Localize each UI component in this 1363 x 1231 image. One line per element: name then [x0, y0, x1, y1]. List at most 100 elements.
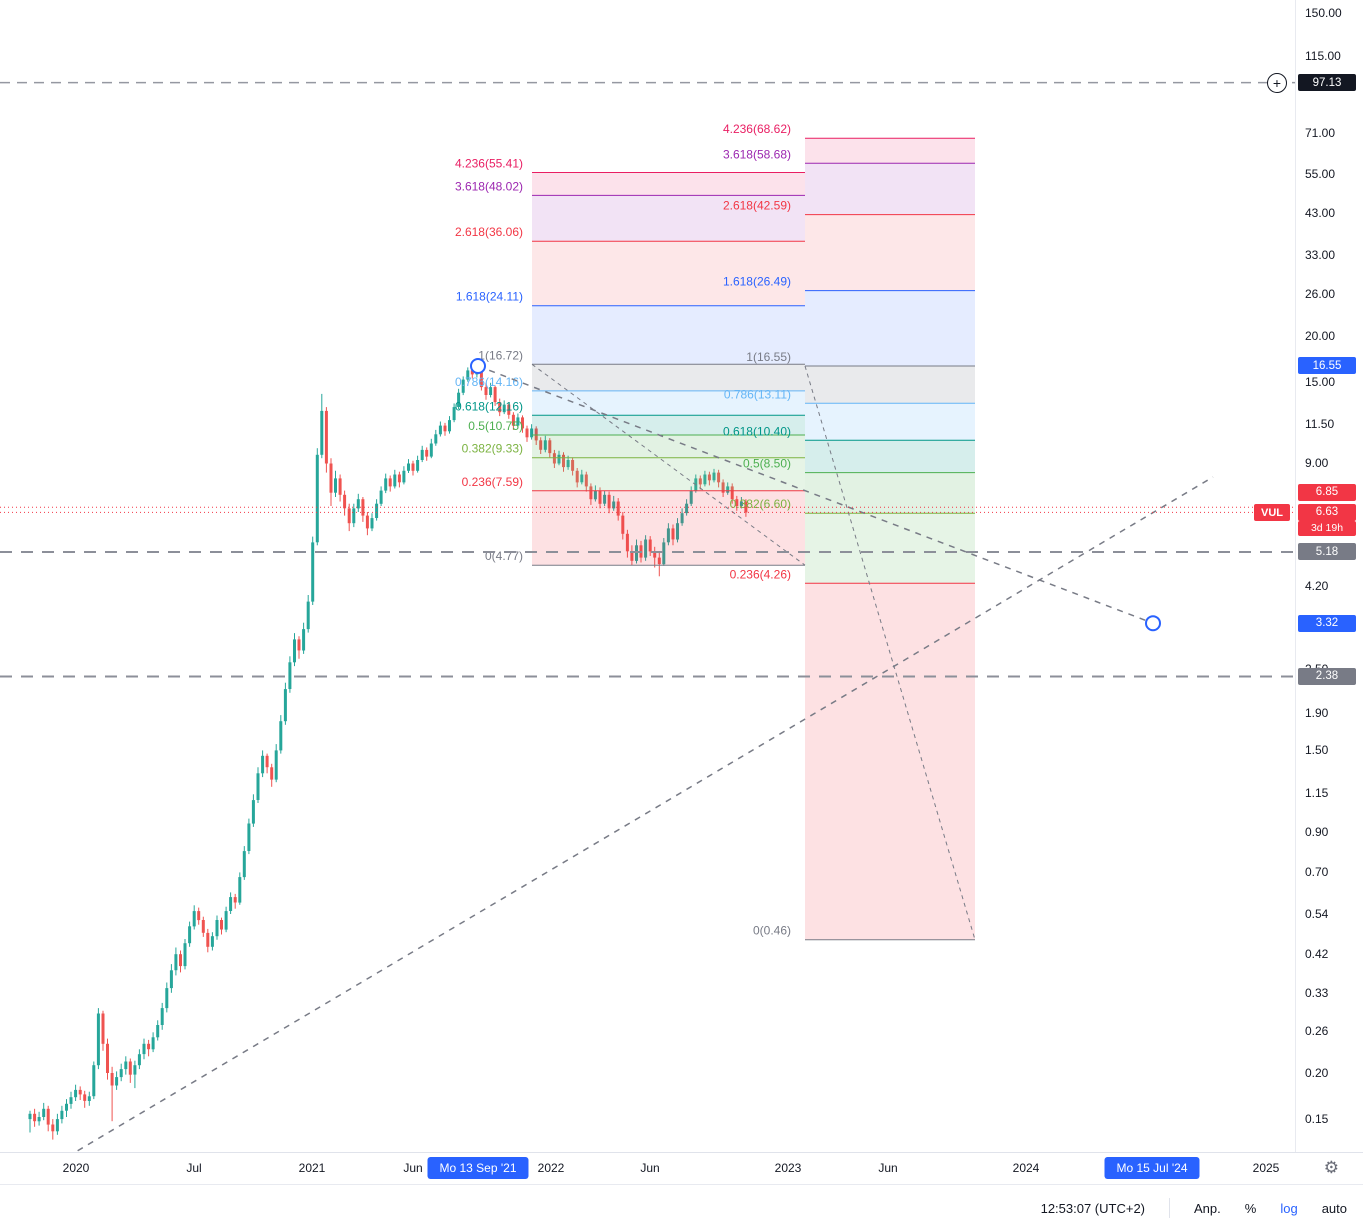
candle-body	[261, 755, 265, 774]
candle-body	[726, 486, 730, 493]
fib-level-label: 1(16.55)	[746, 350, 791, 364]
candle-body	[220, 920, 223, 930]
clock[interactable]: 12:53:07 (UTC+2)	[1040, 1200, 1146, 1216]
fib2-anchor-line[interactable]	[804, 365, 976, 940]
price-tick: 0.20	[1305, 1066, 1329, 1081]
fib-level-label: 2.618(42.59)	[723, 199, 791, 213]
add-alert-button[interactable]: +	[1267, 72, 1287, 93]
fib-level-label: 0.236(4.26)	[730, 567, 791, 581]
candle-body	[96, 1013, 100, 1066]
price-tick: 0.54	[1305, 906, 1329, 921]
candle-body	[493, 387, 497, 403]
candle-body	[265, 755, 269, 768]
candle-body	[256, 773, 260, 800]
candle-body	[612, 501, 616, 509]
alert-price-badge: 6.85	[1298, 483, 1356, 501]
candle-body	[142, 1043, 146, 1055]
candle-body	[65, 1103, 68, 1111]
chart-plot[interactable]: 4.236(55.41) 3.618(48.02) 2.618(36.06) 1.61…	[0, 0, 1295, 1152]
trendline-main-selected[interactable]	[477, 365, 1154, 624]
chart-canvas[interactable]: 4.236(55.41) 3.618(48.02) 2.618(36.06) 1.61…	[0, 0, 1295, 1152]
statusbar-button-anp[interactable]: Anp.	[1194, 1200, 1221, 1216]
statusbar-button-log[interactable]: log	[1280, 1200, 1298, 1216]
fib-level-label: 0.618(10.40)	[723, 424, 791, 438]
candle-body	[397, 474, 401, 483]
candle-body	[74, 1089, 78, 1098]
candle-body	[42, 1108, 46, 1117]
crosshair-price-badge: 97.13	[1298, 74, 1356, 92]
candle-body	[452, 407, 456, 421]
fib-band	[532, 457, 805, 491]
support-trendline[interactable]	[57, 476, 1214, 1152]
candle-body	[466, 370, 470, 380]
candle-body	[247, 823, 251, 851]
statusbar-button-auto[interactable]: auto	[1321, 1200, 1347, 1216]
candle-body	[730, 486, 734, 500]
trendline-price-badge-bottom: 3.32	[1298, 614, 1356, 632]
fib-band	[532, 305, 805, 365]
candle-body	[402, 470, 406, 483]
candle-body	[251, 800, 255, 824]
candle-body	[707, 474, 711, 481]
time-tick: 2024	[1012, 1161, 1040, 1175]
fib-level-label: 2.618(36.06)	[455, 225, 523, 239]
statusbar-divider	[1169, 1198, 1171, 1218]
candle-body	[361, 499, 365, 516]
fib-band	[805, 163, 975, 215]
candle-body	[648, 539, 652, 552]
candle-body	[137, 1054, 141, 1066]
candle-body	[525, 428, 529, 438]
bar-countdown-badge: 3d 19h	[1298, 520, 1356, 536]
candle-body	[174, 954, 178, 971]
price-tick: 0.33	[1305, 985, 1329, 1000]
candle-body	[434, 434, 438, 444]
candle-body	[311, 542, 315, 602]
candle-body	[33, 1113, 37, 1122]
fib-level-label: 4.236(55.41)	[455, 157, 523, 171]
candle-body	[511, 414, 515, 426]
candle-body	[324, 410, 328, 464]
fib-level-label: 1.618(24.11)	[456, 290, 523, 304]
candle-body	[607, 494, 611, 509]
candle-body	[680, 513, 684, 524]
candle-body	[407, 463, 410, 471]
candle-body	[425, 449, 429, 457]
candle-body	[156, 1025, 160, 1038]
candle-body	[55, 1119, 59, 1132]
candle-body	[498, 402, 502, 413]
price-tick: 150.00	[1305, 6, 1342, 20]
candle-body	[92, 1065, 96, 1097]
candle-body	[329, 463, 333, 493]
fib-level-label: 0.786(13.11)	[724, 387, 791, 401]
candle-body	[83, 1094, 87, 1101]
level-price-badge-5-18: 5.18	[1298, 543, 1356, 561]
candle-body	[338, 478, 342, 495]
fib-level-label: 0.5(8.50)	[743, 457, 791, 471]
candle-body	[46, 1108, 50, 1125]
candle-body	[448, 420, 451, 432]
candle-body	[534, 428, 538, 441]
trendline-handle[interactable]	[470, 358, 486, 374]
candle-body	[393, 474, 397, 487]
candle-body	[721, 482, 725, 493]
fib-level-label: 0.382(6.60)	[730, 497, 791, 511]
fib1-anchor-line[interactable]	[531, 363, 806, 566]
symbol-price-label: VUL	[1254, 504, 1290, 522]
fib-level-label: 0.5(10.75)	[468, 419, 523, 433]
fib-band	[805, 138, 975, 164]
candle-body	[238, 877, 242, 903]
candle-body	[589, 486, 593, 500]
candle-body	[562, 454, 565, 468]
price-tick: 9.00	[1305, 456, 1329, 471]
statusbar-button-%[interactable]: %	[1244, 1200, 1257, 1216]
fib-band	[805, 583, 975, 940]
settings-gear-icon[interactable]: ⚙	[1323, 1158, 1339, 1177]
candle-body	[315, 454, 319, 543]
fib-band	[532, 435, 805, 458]
trendline-price-badge-top: 16.55	[1298, 357, 1356, 375]
time-axis[interactable]: ⚙ 2020 Jul 2021 Jun 2022 Jun 2023 Jun 2024 2025 Mo…	[0, 1152, 1363, 1185]
trendline-handle[interactable]	[1145, 615, 1161, 632]
price-axis[interactable]: 150.00 115.00 71.00 55.00 43.00 33.00 26.00 20.…	[1295, 0, 1363, 1152]
candle-body	[106, 1043, 109, 1073]
